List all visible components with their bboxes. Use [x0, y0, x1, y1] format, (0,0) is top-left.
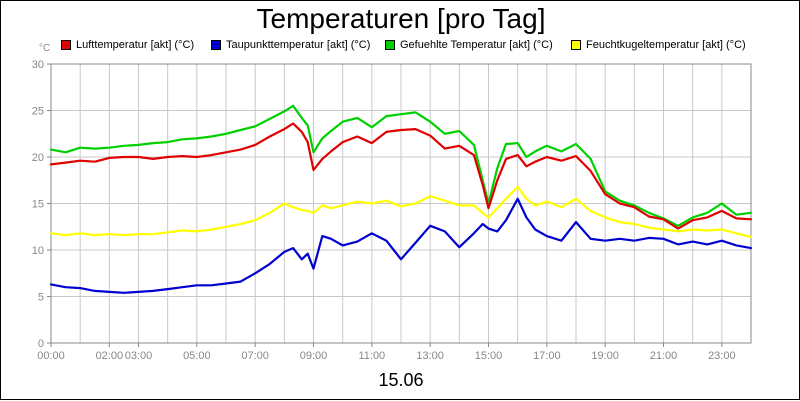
- legend-item-feuchtkugeltemperatur: Feuchtkugeltemperatur [akt] (°C): [571, 39, 746, 51]
- x-tick-label-2100: 21:00: [650, 350, 678, 362]
- x-tick-label-1300: 13:00: [416, 350, 444, 362]
- x-tick-label-0000: 00:00: [37, 350, 65, 362]
- x-tick-label-1100: 11:00: [358, 350, 385, 362]
- legend-label-gefuehlte-temperatur: Gefuehlte Temperatur [akt] (°C): [400, 39, 553, 51]
- legend-label-feuchtkugeltemperatur: Feuchtkugeltemperatur [akt] (°C): [586, 39, 746, 51]
- legend-item-lufttemperatur: Lufttemperatur [akt] (°C): [61, 39, 194, 51]
- series-line-taupunkttemperatur: [49, 197, 753, 294]
- x-tick-label-0300: 03:00: [125, 350, 153, 362]
- legend-item-gefuehlte-temperatur: Gefuehlte Temperatur [akt] (°C): [385, 39, 553, 51]
- legend-swatch-lufttemperatur: [61, 40, 71, 50]
- series-line-lufttemperatur: [49, 122, 753, 230]
- x-tick-label-0500: 05:00: [183, 350, 211, 362]
- x-tick-label-1700: 17:00: [533, 350, 561, 362]
- y-tick-label-25: 25: [32, 106, 44, 118]
- y-tick-label-30: 30: [32, 59, 44, 71]
- series-line-feuchtkugeltemperatur: [49, 185, 753, 239]
- legend-label-taupunkttemperatur: Taupunkttemperatur [akt] (°C): [226, 39, 371, 51]
- x-tick-label-1900: 19:00: [591, 350, 619, 362]
- legend-item-taupunkttemperatur: Taupunkttemperatur [akt] (°C): [211, 39, 370, 51]
- x-tick-label-0200: 02:00: [96, 350, 124, 362]
- x-tick-label-0900: 09:00: [300, 350, 328, 362]
- legend-label-lufttemperatur: Lufttemperatur [akt] (°C): [76, 39, 195, 51]
- series-line-gefuehlte-temperatur: [49, 104, 753, 227]
- x-tick-label-1500: 15:00: [475, 350, 503, 362]
- y-tick-label-5: 5: [38, 292, 44, 304]
- plot-border: [50, 63, 752, 344]
- y-tick-label-10: 10: [32, 245, 44, 257]
- y-tick-label-0: 0: [38, 338, 44, 350]
- legend-swatch-feuchtkugeltemperatur: [571, 40, 581, 50]
- y-tick-label-15: 15: [32, 199, 44, 211]
- legend-swatch-taupunkttemperatur: [211, 40, 221, 50]
- chart-title: Temperaturen [pro Tag]: [256, 3, 546, 34]
- x-axis-caption: 15.06: [378, 370, 424, 390]
- x-tick-label-2300: 23:00: [708, 350, 736, 362]
- legend-swatch-gefuehlte-temperatur: [385, 40, 395, 50]
- y-axis-unit: °C: [39, 43, 51, 54]
- y-tick-label-20: 20: [32, 152, 44, 164]
- x-tick-label-0700: 07:00: [241, 350, 269, 362]
